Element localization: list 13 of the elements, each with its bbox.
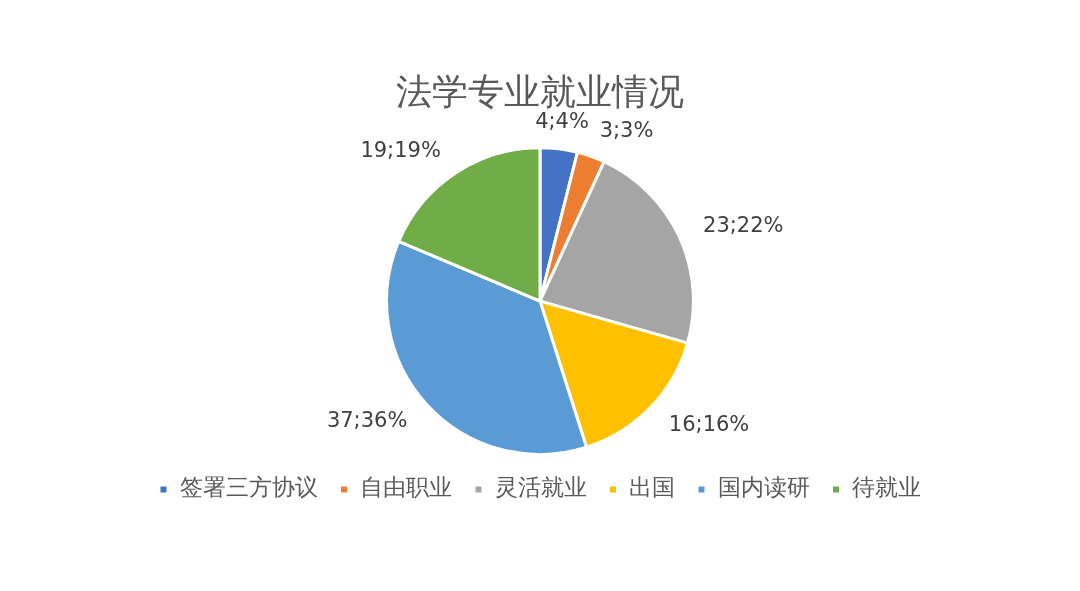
data-label: 4;4%: [535, 109, 589, 134]
data-label: 37;36%: [326, 408, 408, 433]
legend-label: 签署三方协议: [179, 474, 318, 501]
data-label: 16;16%: [668, 412, 750, 437]
legend-label: 灵活就业: [494, 474, 587, 501]
data-label: 3;3%: [599, 118, 654, 143]
legend-label: 待就业: [852, 474, 921, 501]
data-label: 19;19%: [360, 137, 441, 162]
legend-label: 出国: [629, 474, 675, 501]
data-label: 23;22%: [703, 212, 784, 237]
legend-label: 自由职业: [360, 474, 452, 501]
chart-title: 法学专业就业情况: [396, 70, 684, 112]
legend-label: 国内读研: [717, 474, 810, 501]
